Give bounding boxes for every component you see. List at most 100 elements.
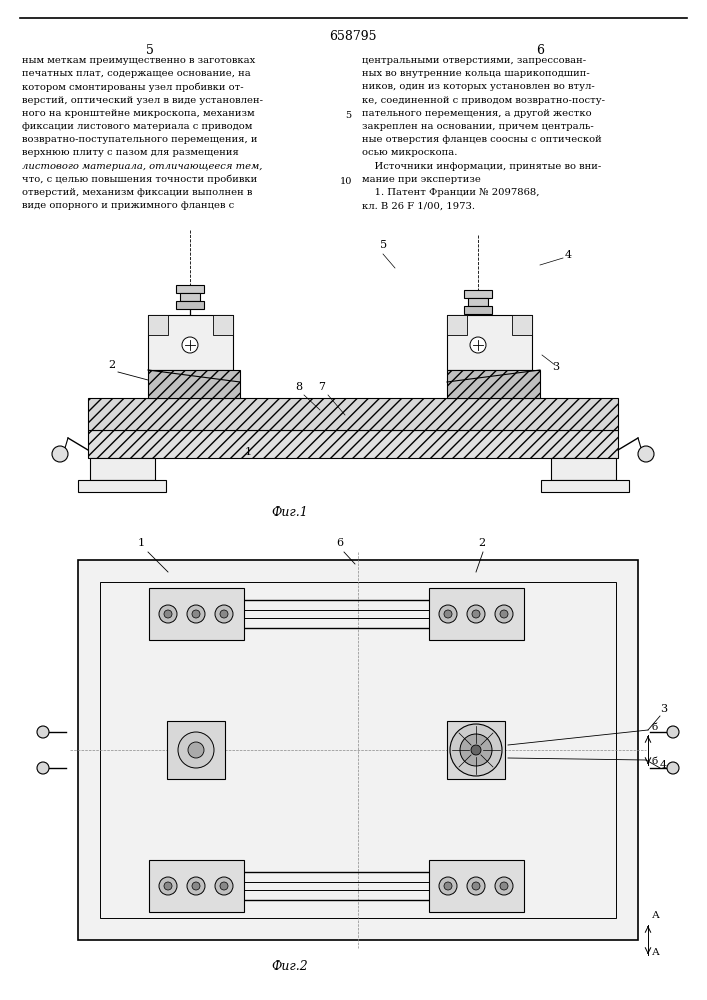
Text: 1. Патент Франции № 2097868,: 1. Патент Франции № 2097868, — [362, 188, 539, 197]
Text: 4: 4 — [565, 250, 572, 260]
FancyBboxPatch shape — [176, 301, 204, 309]
Bar — [167, 721, 225, 779]
Text: ников, один из которых установлен во втул-: ников, один из которых установлен во вту… — [362, 82, 595, 91]
Text: 4: 4 — [660, 760, 667, 770]
Circle shape — [37, 726, 49, 738]
Circle shape — [439, 877, 457, 895]
Circle shape — [467, 605, 485, 623]
Text: 2: 2 — [108, 360, 115, 370]
Polygon shape — [447, 370, 540, 398]
Text: А: А — [652, 948, 660, 957]
FancyBboxPatch shape — [468, 298, 488, 306]
Text: 2: 2 — [478, 538, 485, 548]
Bar — [149, 588, 244, 640]
Circle shape — [215, 605, 233, 623]
Circle shape — [159, 605, 177, 623]
Text: Фиг.2: Фиг.2 — [271, 960, 308, 973]
Circle shape — [164, 882, 172, 890]
Text: верстий, оптический узел в виде установлен-: верстий, оптический узел в виде установл… — [22, 96, 263, 105]
Circle shape — [159, 877, 177, 895]
Text: печатных плат, содержащее основание, на: печатных плат, содержащее основание, на — [22, 69, 251, 78]
Bar — [429, 588, 524, 640]
Text: 5: 5 — [146, 44, 154, 57]
Text: возвратно-поступательного перемещения, и: возвратно-поступательного перемещения, и — [22, 135, 257, 144]
Circle shape — [439, 605, 457, 623]
Text: ных во внутренние кольца шарикоподшип-: ных во внутренние кольца шарикоподшип- — [362, 69, 590, 78]
Circle shape — [472, 610, 480, 618]
Circle shape — [37, 762, 49, 774]
Bar — [90, 458, 155, 480]
FancyBboxPatch shape — [464, 290, 492, 298]
Text: фиксации листового материала с приводом: фиксации листового материала с приводом — [22, 122, 252, 131]
Text: 1: 1 — [138, 538, 145, 548]
Circle shape — [192, 610, 200, 618]
Text: Фиг.1: Фиг.1 — [271, 506, 308, 519]
Text: мание при экспертизе: мание при экспертизе — [362, 175, 481, 184]
Circle shape — [444, 610, 452, 618]
Text: верхнюю плиту с пазом для размещения: верхнюю плиту с пазом для размещения — [22, 148, 239, 157]
FancyBboxPatch shape — [176, 285, 204, 293]
FancyBboxPatch shape — [180, 293, 200, 301]
Bar — [429, 860, 524, 912]
Text: ным меткам преимущественно в заготовках: ным меткам преимущественно в заготовках — [22, 56, 255, 65]
Circle shape — [500, 882, 508, 890]
Text: 5: 5 — [380, 240, 387, 250]
Circle shape — [495, 877, 513, 895]
Text: отверстий, механизм фиксации выполнен в: отверстий, механизм фиксации выполнен в — [22, 188, 252, 197]
Text: 7: 7 — [318, 382, 325, 392]
Bar — [78, 480, 166, 492]
Text: б: б — [652, 723, 658, 732]
Circle shape — [188, 742, 204, 758]
Text: ные отверстия фланцев соосны с оптической: ные отверстия фланцев соосны с оптическо… — [362, 135, 602, 144]
Text: котором смонтированы узел пробивки от-: котором смонтированы узел пробивки от- — [22, 82, 244, 92]
Text: 6: 6 — [536, 44, 544, 57]
Text: виде опорного и прижимного фланцев с: виде опорного и прижимного фланцев с — [22, 201, 234, 210]
Circle shape — [667, 762, 679, 774]
Text: закреплен на основании, причем централь-: закреплен на основании, причем централь- — [362, 122, 594, 131]
Text: осью микроскопа.: осью микроскопа. — [362, 148, 457, 157]
Text: 10: 10 — [340, 177, 352, 186]
Circle shape — [182, 337, 198, 353]
Text: 658795: 658795 — [329, 30, 377, 43]
Text: что, с целью повышения точности пробивки: что, с целью повышения точности пробивки — [22, 175, 257, 184]
Text: 6: 6 — [336, 538, 343, 548]
Circle shape — [52, 446, 68, 462]
Text: Источники информации, принятые во вни-: Источники информации, принятые во вни- — [362, 162, 601, 171]
Bar — [78, 560, 638, 940]
Circle shape — [667, 726, 679, 738]
Bar — [213, 315, 233, 335]
Circle shape — [500, 610, 508, 618]
Circle shape — [471, 745, 481, 755]
Text: ного на кронштейне микроскопа, механизм: ного на кронштейне микроскопа, механизм — [22, 109, 255, 118]
Circle shape — [472, 882, 480, 890]
Text: листового материала, отличающееся тем,: листового материала, отличающееся тем, — [22, 162, 262, 171]
FancyBboxPatch shape — [464, 306, 492, 314]
Circle shape — [187, 877, 205, 895]
Text: кл. B 26 F 1/00, 1973.: кл. B 26 F 1/00, 1973. — [362, 201, 475, 210]
Bar — [447, 315, 532, 370]
Text: ке, соединенной с приводом возвратно-посту-: ке, соединенной с приводом возвратно-пос… — [362, 96, 605, 105]
Bar — [512, 315, 532, 335]
Circle shape — [220, 610, 228, 618]
Text: 5: 5 — [345, 111, 351, 120]
Bar — [551, 458, 616, 480]
Text: б: б — [652, 757, 658, 766]
Text: А: А — [652, 911, 660, 920]
Text: центральными отверстиями, запрессован-: центральными отверстиями, запрессован- — [362, 56, 586, 65]
Circle shape — [444, 882, 452, 890]
Circle shape — [450, 724, 502, 776]
Circle shape — [164, 610, 172, 618]
Text: 1: 1 — [245, 447, 252, 457]
Bar — [447, 721, 505, 779]
Polygon shape — [148, 370, 240, 398]
Circle shape — [192, 882, 200, 890]
Bar — [447, 315, 467, 335]
Bar — [88, 398, 618, 430]
Bar — [541, 480, 629, 492]
Circle shape — [215, 877, 233, 895]
Circle shape — [460, 734, 492, 766]
Circle shape — [470, 337, 486, 353]
Bar — [148, 315, 233, 370]
Bar — [100, 582, 616, 918]
Circle shape — [495, 605, 513, 623]
